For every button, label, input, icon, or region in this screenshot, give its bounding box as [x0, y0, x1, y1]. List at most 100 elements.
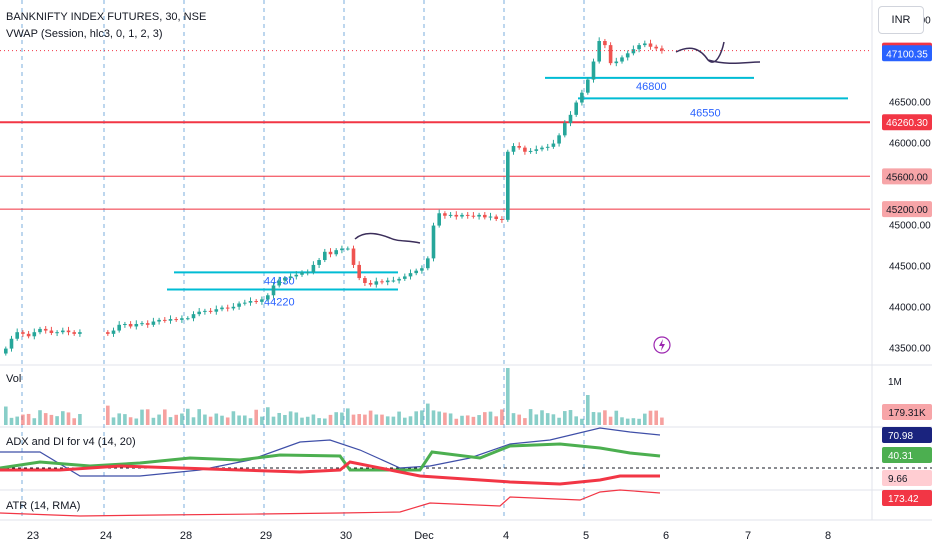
candle[interactable]: [288, 276, 293, 279]
currency-button[interactable]: INR: [878, 6, 924, 34]
candle[interactable]: [346, 248, 350, 250]
candle[interactable]: [603, 41, 607, 46]
candle[interactable]: [128, 323, 133, 327]
candle[interactable]: [266, 295, 270, 300]
candle[interactable]: [454, 214, 459, 217]
candle[interactable]: [357, 264, 361, 279]
candle[interactable]: [191, 314, 196, 319]
candle[interactable]: [540, 147, 544, 150]
candle[interactable]: [648, 43, 653, 47]
candle[interactable]: [545, 146, 550, 148]
candle[interactable]: [488, 216, 493, 218]
candle[interactable]: [49, 330, 54, 334]
candle[interactable]: [414, 270, 418, 274]
candle[interactable]: [637, 45, 641, 50]
candle[interactable]: [523, 147, 527, 152]
candle[interactable]: [55, 332, 59, 334]
candle[interactable]: [654, 46, 658, 49]
candle[interactable]: [608, 45, 613, 64]
candle[interactable]: [465, 214, 470, 216]
candle[interactable]: [151, 321, 156, 325]
candle[interactable]: [408, 273, 413, 277]
freehand-drawing[interactable]: [354, 232, 421, 244]
candle[interactable]: [506, 151, 510, 220]
candle[interactable]: [483, 214, 487, 218]
candle[interactable]: [140, 323, 144, 325]
lightning-icon[interactable]: [653, 336, 671, 354]
freehand-drawing[interactable]: [675, 41, 761, 65]
candle[interactable]: [248, 301, 253, 303]
candle[interactable]: [317, 260, 321, 265]
candle[interactable]: [517, 146, 521, 148]
candle[interactable]: [528, 150, 533, 152]
candle[interactable]: [38, 328, 42, 333]
candle[interactable]: [163, 319, 167, 321]
candle[interactable]: [420, 268, 424, 271]
candle[interactable]: [625, 53, 630, 58]
candle[interactable]: [111, 330, 116, 334]
candle[interactable]: [145, 323, 150, 325]
candle[interactable]: [500, 219, 504, 220]
candle[interactable]: [157, 319, 161, 322]
candle[interactable]: [237, 303, 241, 307]
candle[interactable]: [225, 307, 230, 309]
candle[interactable]: [391, 280, 396, 282]
candle[interactable]: [660, 48, 664, 51]
candle[interactable]: [563, 123, 567, 136]
candle[interactable]: [203, 310, 207, 312]
candle[interactable]: [597, 41, 601, 62]
candle[interactable]: [385, 280, 390, 283]
candle[interactable]: [574, 102, 578, 115]
candle[interactable]: [294, 274, 299, 277]
candle[interactable]: [197, 311, 201, 315]
candle[interactable]: [26, 333, 31, 337]
candle[interactable]: [174, 319, 178, 321]
candle[interactable]: [271, 285, 276, 296]
candle[interactable]: [260, 299, 264, 302]
candle[interactable]: [397, 278, 401, 281]
candle[interactable]: [214, 309, 219, 312]
candle[interactable]: [300, 272, 304, 275]
candle[interactable]: [72, 332, 76, 334]
candle[interactable]: [43, 328, 48, 331]
candle[interactable]: [180, 318, 184, 320]
candle[interactable]: [403, 276, 407, 279]
candle[interactable]: [614, 61, 619, 64]
candle[interactable]: [78, 332, 82, 334]
candle[interactable]: [220, 307, 224, 310]
candle[interactable]: [643, 43, 647, 46]
candle[interactable]: [477, 214, 481, 217]
candle[interactable]: [363, 278, 367, 283]
candle[interactable]: [168, 319, 173, 321]
candle[interactable]: [123, 323, 127, 325]
candle[interactable]: [580, 92, 584, 103]
candle[interactable]: [586, 79, 590, 93]
candle[interactable]: [328, 251, 333, 255]
candle[interactable]: [323, 251, 327, 261]
candle[interactable]: [591, 61, 596, 80]
candle[interactable]: [32, 332, 37, 337]
candle[interactable]: [15, 332, 19, 339]
candle[interactable]: [443, 213, 447, 216]
candle[interactable]: [277, 280, 281, 286]
candle[interactable]: [4, 348, 8, 354]
candle[interactable]: [551, 143, 556, 147]
candle[interactable]: [374, 281, 379, 285]
candle[interactable]: [460, 214, 464, 217]
candle[interactable]: [557, 135, 561, 144]
candle[interactable]: [283, 278, 287, 281]
candle[interactable]: [106, 332, 110, 334]
candle[interactable]: [437, 213, 441, 226]
candle[interactable]: [305, 272, 310, 274]
candle[interactable]: [534, 149, 539, 151]
candle[interactable]: [351, 248, 356, 265]
candle[interactable]: [134, 323, 139, 327]
candle[interactable]: [426, 258, 430, 269]
candle[interactable]: [208, 310, 213, 312]
candle[interactable]: [511, 146, 516, 152]
candle[interactable]: [631, 49, 636, 54]
candle[interactable]: [254, 301, 258, 303]
candle[interactable]: [61, 330, 65, 333]
candle[interactable]: [431, 225, 436, 259]
